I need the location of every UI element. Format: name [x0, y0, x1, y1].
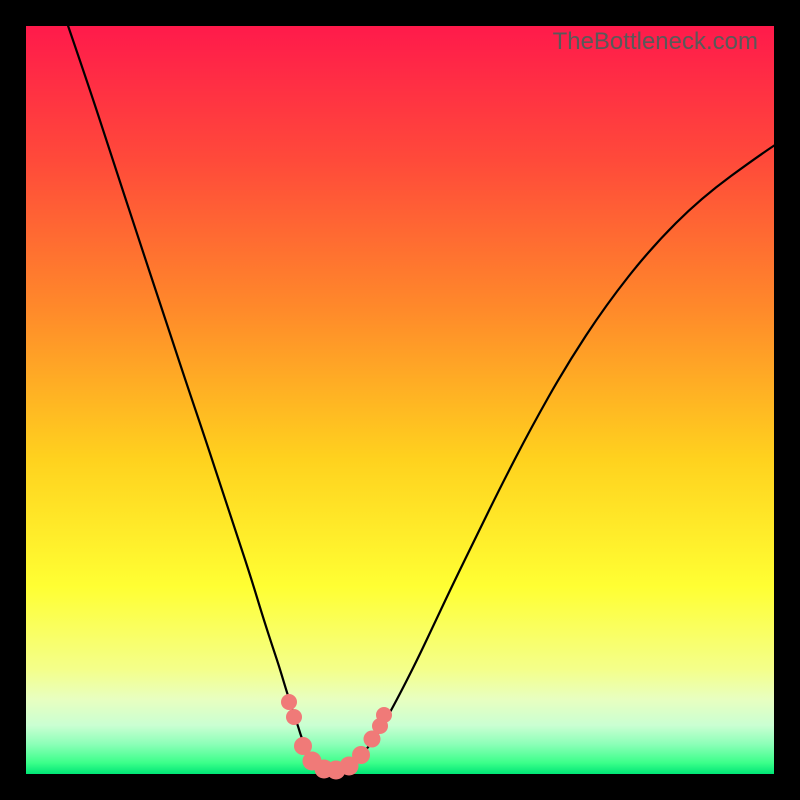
data-point [294, 737, 312, 755]
data-point [303, 752, 322, 771]
chart-frame: TheBottleneck.com [0, 0, 800, 800]
data-point [352, 746, 370, 764]
data-point [315, 760, 334, 779]
data-point [372, 718, 388, 734]
data-point [281, 694, 297, 710]
data-point [364, 731, 381, 748]
watermark-text: TheBottleneck.com [553, 28, 758, 56]
bottleneck-curve [64, 14, 798, 769]
data-point [327, 761, 346, 780]
data-point [376, 707, 392, 723]
bottleneck-u-curve-chart [26, 26, 774, 774]
data-point [340, 757, 359, 776]
data-point [286, 709, 302, 725]
curve-overlay [26, 26, 774, 774]
